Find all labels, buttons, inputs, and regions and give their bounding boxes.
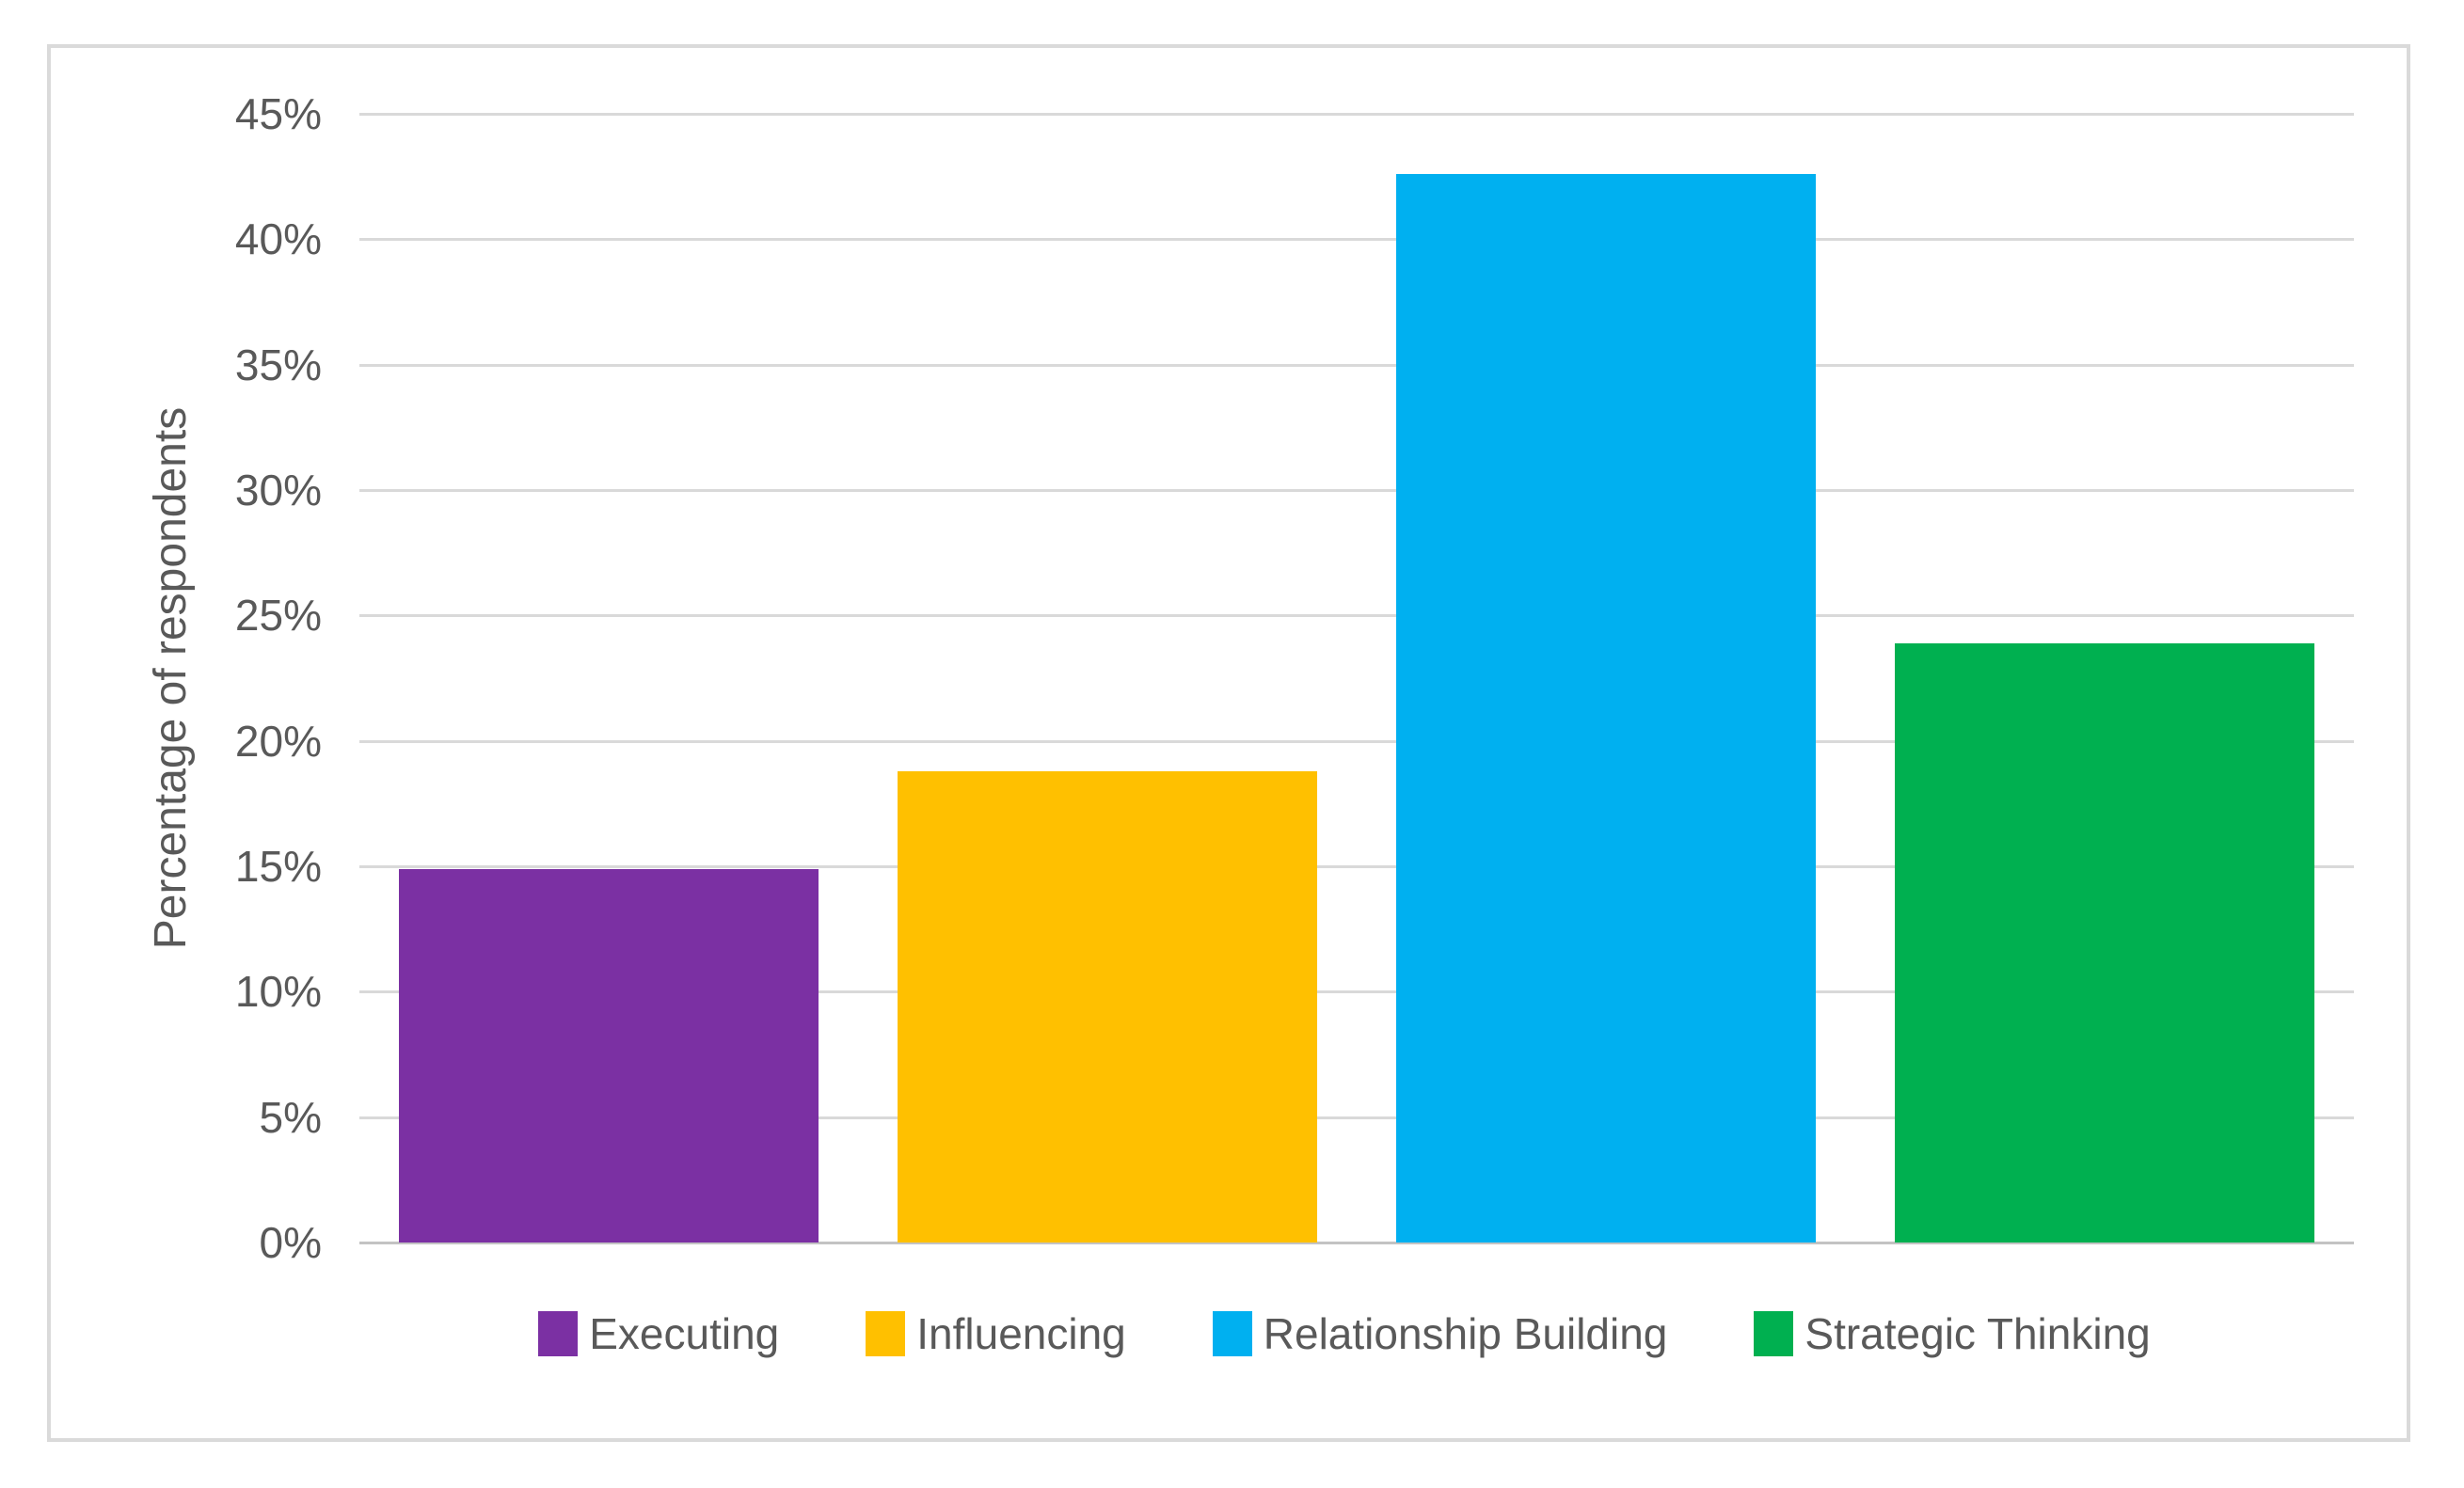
legend-label: Influencing [916,1309,1126,1358]
gridline [359,238,2354,242]
legend: Executing Influencing Relationship Buildin… [239,1308,2450,1359]
legend-item-relationship-building: Relationship Building [1212,1308,1668,1359]
legend-label: Relationship Building [1263,1309,1668,1358]
gridline [359,1116,2354,1119]
bar-influencing [898,770,1317,1243]
legend-swatch [866,1311,906,1356]
x-axis-line [359,1242,2354,1244]
gridline [359,363,2354,367]
y-tick-label: 5% [259,1092,322,1142]
legend-swatch [1212,1311,1252,1356]
bar-slot-executing [359,114,858,1243]
gridline [359,990,2354,994]
chart-frame: Percentage of respondents 45% 40% 35% 30% 25… [47,44,2410,1442]
bar-series [359,114,2354,1243]
legend-swatch [1754,1311,1794,1356]
legend-swatch [538,1311,579,1356]
y-tick-label: 25% [234,591,322,641]
y-tick-label: 40% [234,214,322,264]
y-tick-label: 10% [234,967,322,1017]
y-tick-label: 20% [234,716,322,766]
bar-relationship-building [1396,174,1816,1243]
legend-item-strategic-thinking: Strategic Thinking [1754,1308,2151,1359]
y-tick-label: 45% [234,89,322,138]
bar-slot-relationship-building [1357,114,1855,1243]
gridline [359,739,2354,743]
legend-item-executing: Executing [538,1308,779,1359]
bar-slot-influencing [858,114,1357,1243]
legend-label: Strategic Thinking [1804,1309,2151,1358]
bar-slot-strategic-thinking [1855,114,2354,1243]
gridline [359,113,2354,116]
legend-item-influencing: Influencing [866,1308,1126,1359]
gridline [359,864,2354,868]
bar-executing [399,868,819,1243]
plot-area [359,113,2354,1244]
gridline [359,488,2354,492]
y-tick-label: 35% [234,340,322,389]
y-tick-label: 15% [234,842,322,891]
y-tick-label: 30% [234,466,322,514]
legend-label: Executing [589,1309,780,1358]
bar-strategic-thinking [1895,642,2314,1243]
y-tick-label: 0% [259,1218,322,1267]
y-axis-tick-labels: 45% 40% 35% 30% 25% 20% 15% 10% 5% 0% [51,89,322,1267]
gridline [359,614,2354,618]
